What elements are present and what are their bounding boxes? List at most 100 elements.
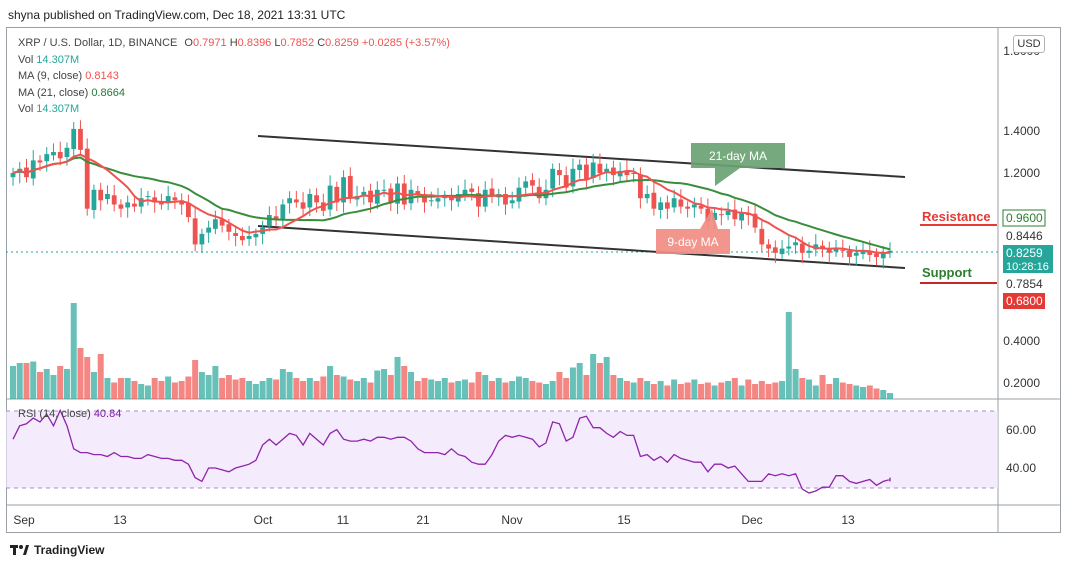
volume-bar [327,366,334,399]
rsi-band [6,411,998,488]
candle [739,207,744,230]
volume-bar [165,376,172,399]
candle [523,176,529,197]
vol2-value: 14.307M [36,103,80,116]
ma9-callout: 9-day MA [656,209,730,254]
volume-bar [590,354,597,399]
volume-bar [873,388,880,399]
volume-bar [408,372,415,399]
volume-bar [333,375,340,399]
volume-bar [23,363,30,399]
volume-bar [117,378,124,399]
candle [388,183,394,212]
candle [145,190,151,206]
volume-bar [839,382,846,399]
x-tick-label: 15 [617,513,631,527]
candle [509,191,515,209]
volume-bar [549,381,556,399]
resistance-label: Resistance [922,209,991,224]
volume-bar [57,366,64,399]
channel-upper-line [257,135,906,178]
volume-bar [185,376,192,399]
candle [199,228,205,254]
volume-bar [239,378,246,399]
low-label: L [274,37,281,49]
volume-bar [300,381,307,399]
candle [779,239,785,260]
volume-bar [785,312,792,399]
vol-value: 14.307M [36,53,80,66]
volume-bar [630,382,637,399]
volume-bar [718,382,725,399]
candle [111,184,117,212]
candle [759,218,765,252]
candle [813,234,819,257]
volume-bar [650,384,657,399]
candle [793,237,798,254]
ma21-price: 0.8446 [1006,229,1043,243]
open-label: O [184,37,193,49]
volume-bar [509,381,516,399]
candle [469,183,475,201]
candle [725,202,731,221]
ma9-price: 0.7854 [1006,277,1043,291]
volume-bar [158,381,165,399]
volume-bar [381,369,388,399]
candle [327,175,333,217]
candle [172,192,178,209]
volume-bar [738,385,745,399]
volume-bar [752,384,759,399]
legend-ma21-row: MA (21, close) 0.8664 [18,85,450,102]
ma9-line [12,153,891,255]
rsi-legend: RSI (14, close) 40.84 [18,408,121,420]
volume-bar [704,382,711,399]
candle [847,245,852,266]
volume-bar [266,378,273,399]
volume-bar [279,369,286,399]
volume-bar [111,382,118,399]
volume-bar [461,379,468,399]
volume-bar [637,378,644,399]
volume-bar [455,381,462,399]
volume-bar [246,381,253,399]
support-price: 0.6800 [1006,294,1043,308]
candle [118,199,124,218]
x-tick-label: Nov [501,513,522,527]
currency-button[interactable]: USD [1013,35,1045,53]
volume-bar [792,369,799,399]
volume-bar [623,381,630,399]
candle [880,245,886,269]
candle [806,242,812,259]
volume-bar [711,385,718,399]
volume-bar [138,384,145,399]
volume-bar [826,384,833,399]
volume-bar [779,381,786,399]
candle [428,191,434,207]
candle [98,182,104,211]
rsi-line [12,408,891,494]
candle [287,191,292,214]
candle [853,245,859,267]
candle [17,161,23,184]
volume-bar [502,382,509,399]
y-tick-label: 0.4000 [1003,334,1040,348]
candle [24,158,29,183]
volume-bar [90,372,97,399]
volume-bar [860,387,867,399]
volume-bar [306,378,313,399]
candle [644,185,650,204]
candle [745,205,751,226]
volume-bar [63,369,70,399]
axis-price-labels: 0.9600 0.8446 0.8259 10:28:16 0.7854 0.6… [1002,209,1053,309]
candle [91,184,97,219]
volume-bar [812,385,819,399]
volume-bar [495,378,502,399]
x-tick-label: Oct [254,513,273,527]
vol2-label: Vol [18,103,34,116]
volume-bar [765,384,772,399]
volume-bar [799,378,806,399]
legend-ma9-row: MA (9, close) 0.8143 [18,68,450,85]
candle [186,194,191,223]
volume-bar [563,378,570,399]
